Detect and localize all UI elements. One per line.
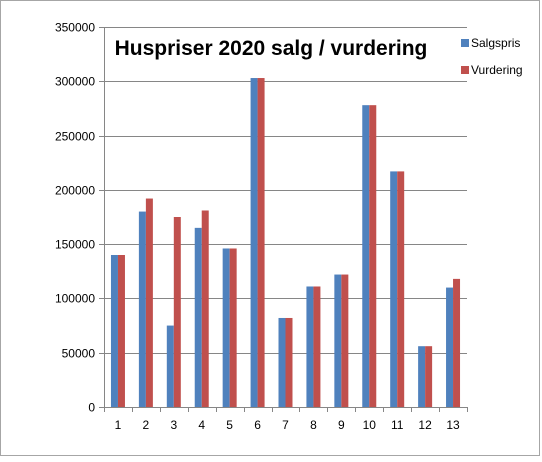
bar-vurdering (369, 105, 377, 408)
bar-salgspris (110, 255, 118, 407)
bar-salgspris (362, 105, 370, 408)
bar-salgspris (166, 325, 174, 407)
bar-vurdering (313, 286, 321, 407)
bar-salgspris (334, 274, 342, 407)
bars (110, 78, 461, 408)
axes (99, 27, 468, 412)
x-tick-label: 2 (143, 418, 150, 432)
x-tick-label: 9 (338, 418, 345, 432)
bar-vurdering (397, 171, 405, 407)
bar-vurdering (341, 274, 349, 407)
x-tick-label: 1 (115, 418, 122, 432)
bar-salgspris (222, 248, 230, 407)
bar-salgspris (250, 78, 258, 408)
bar-salgspris (306, 286, 314, 407)
y-tick-labels: 0 50000 100000 150000 200000 250000 300000 3500… (55, 21, 95, 415)
bar-salgspris (390, 171, 398, 407)
x-tick-label: 13 (446, 418, 460, 432)
x-tick-labels: 1 2 3 4 5 6 7 8 9 10 11 12 13 (115, 418, 460, 432)
y-tick-label: 150000 (55, 238, 95, 252)
x-tick-label: 7 (282, 418, 289, 432)
bar-salgspris (194, 227, 202, 407)
bar-vurdering (145, 198, 153, 407)
y-tick-label: 100000 (55, 292, 95, 306)
y-tick-label: 250000 (55, 130, 95, 144)
legend-swatch-salgspris (461, 39, 469, 47)
bar-vurdering (425, 346, 433, 407)
x-tick-label: 11 (391, 418, 404, 432)
bar-vurdering (201, 210, 209, 407)
legend-label-vurdering: Vurdering (471, 63, 523, 77)
bar-vurdering (257, 78, 265, 408)
bar-salgspris (138, 211, 146, 407)
x-tick-label: 6 (254, 418, 261, 432)
legend-swatch-vurdering (461, 66, 469, 74)
y-tick-label: 350000 (55, 21, 95, 35)
legend: Salgspris Vurdering (461, 36, 523, 77)
bar-vurdering (117, 255, 125, 407)
chart-title: Huspriser 2020 salg / vurdering (115, 37, 428, 60)
y-tick-label: 300000 (55, 75, 95, 89)
bar-vurdering (229, 248, 237, 407)
x-tick-label: 8 (310, 418, 317, 432)
bar-vurdering (173, 217, 181, 407)
x-tick-label: 4 (198, 418, 205, 432)
x-tick-label: 12 (418, 418, 432, 432)
y-tick-label: 200000 (55, 184, 95, 198)
x-tick-label: 5 (226, 418, 233, 432)
x-tick-label: 10 (363, 418, 377, 432)
bar-vurdering (453, 278, 461, 407)
bar-salgspris (446, 287, 454, 407)
x-tick-label: 3 (170, 418, 177, 432)
legend-label-salgspris: Salgspris (471, 36, 520, 50)
y-tick-label: 50000 (62, 347, 96, 361)
bar-salgspris (278, 317, 286, 407)
gridlines (104, 27, 467, 354)
bar-vurdering (285, 317, 293, 407)
bar-salgspris (418, 346, 426, 407)
y-tick-label: 0 (88, 401, 95, 415)
